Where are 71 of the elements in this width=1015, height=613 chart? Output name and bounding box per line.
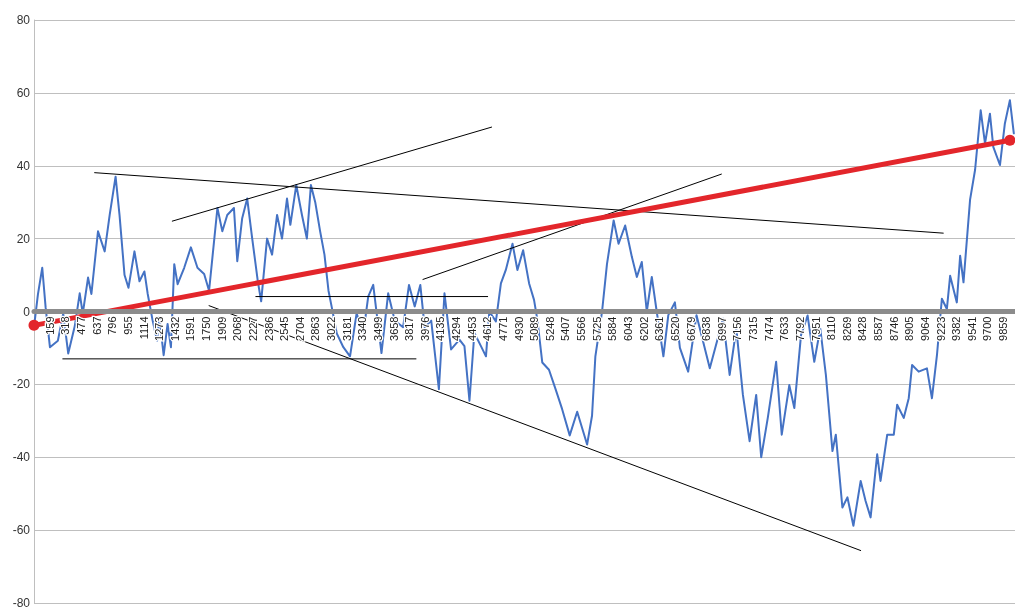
x-tick-label: 8110	[825, 316, 838, 341]
x-tick-label: 3658	[387, 316, 400, 341]
x-tick-label: 477	[74, 316, 87, 335]
x-tick-label: 1114	[137, 316, 150, 340]
x-tick-label: 955	[121, 316, 134, 335]
x-tick-label: 2386	[262, 316, 275, 341]
x-tick-label: 7315	[747, 316, 760, 341]
x-tick-label: 6361	[653, 316, 666, 341]
x-tick-label: 6679	[684, 316, 697, 341]
x-tick-label: 6043	[622, 316, 635, 341]
x-tick-label: 4294	[450, 316, 463, 341]
x-tick-label: 1432	[168, 316, 181, 341]
x-tick-label: 7633	[778, 316, 791, 341]
x-tick-label: 9382	[950, 316, 963, 341]
y-tick-label: -20	[12, 377, 31, 392]
x-tick-label: 637	[90, 316, 103, 335]
y-tick-label: 40	[16, 158, 31, 173]
x-tick-label: 3817	[403, 316, 416, 341]
x-tick-label: 5566	[575, 316, 588, 341]
x-tick-label: 4135	[434, 316, 447, 341]
x-tick-label: 2704	[293, 316, 306, 341]
x-tick-label: 3022	[325, 316, 338, 341]
x-tick-label: 3976	[418, 316, 431, 341]
x-tick-label: 5407	[559, 316, 572, 341]
x-tick-label: 9223	[934, 316, 947, 341]
x-tick-label: 4930	[512, 316, 525, 341]
x-tick-label: 5725	[590, 316, 603, 341]
x-tick-label: 6202	[637, 316, 650, 341]
x-tick-label: 6520	[668, 316, 681, 341]
x-tick-label: 159	[43, 316, 56, 335]
x-tick-label: 6838	[700, 316, 713, 341]
x-tick-label: 8587	[872, 316, 885, 341]
x-tick-label: 1909	[215, 316, 228, 341]
y-tick-label: -80	[12, 596, 31, 610]
x-tick-label: 8746	[887, 316, 900, 341]
x-tick-label: 7156	[731, 316, 744, 341]
x-tick-label: 796	[106, 316, 119, 335]
x-tick-label: 8269	[840, 316, 853, 341]
x-tick-label: 2863	[309, 316, 322, 341]
x-tick-label: 3340	[356, 316, 369, 341]
x-tick-label: 5089	[528, 316, 541, 341]
x-tick-label: 9700	[981, 316, 994, 341]
y-tick-label: 80	[16, 13, 31, 27]
x-tick-label: 4612	[481, 316, 494, 341]
y-tick-label: -40	[12, 450, 31, 465]
x-tick-label: 9064	[918, 316, 931, 341]
x-tick-label: 1591	[184, 316, 197, 341]
x-tick-label: 4771	[496, 316, 509, 341]
x-tick-label: 4453	[465, 316, 478, 341]
x-tick-label: 8428	[856, 316, 869, 341]
y-tick-label: 20	[16, 231, 31, 246]
x-tick-label: 5248	[543, 316, 556, 341]
x-tick-label: 2227	[246, 316, 259, 341]
y-tick-label: 0	[23, 304, 31, 319]
x-tick-label: 6997	[715, 316, 728, 341]
x-tick-label: 9859	[997, 316, 1010, 341]
x-tick-label: 318	[59, 316, 72, 335]
x-tick-label: 2068	[231, 316, 244, 341]
y-tick-label: 60	[16, 85, 31, 100]
x-tick-label: 7951	[809, 316, 822, 341]
x-tick-label: 1273	[153, 316, 166, 341]
x-tick-label: 2545	[278, 316, 291, 341]
x-tick-label: 7792	[793, 316, 806, 341]
x-tick-label: 8905	[903, 316, 916, 341]
x-tick-label: 1750	[200, 316, 213, 341]
x-tick-label: 7474	[762, 316, 775, 341]
x-tick-label: 9541	[965, 316, 978, 341]
x-tick-label: 3181	[340, 316, 353, 341]
x-tick-label: 5884	[606, 316, 619, 341]
y-tick-label: -60	[12, 523, 31, 538]
x-tick-label: 3499	[371, 316, 384, 341]
